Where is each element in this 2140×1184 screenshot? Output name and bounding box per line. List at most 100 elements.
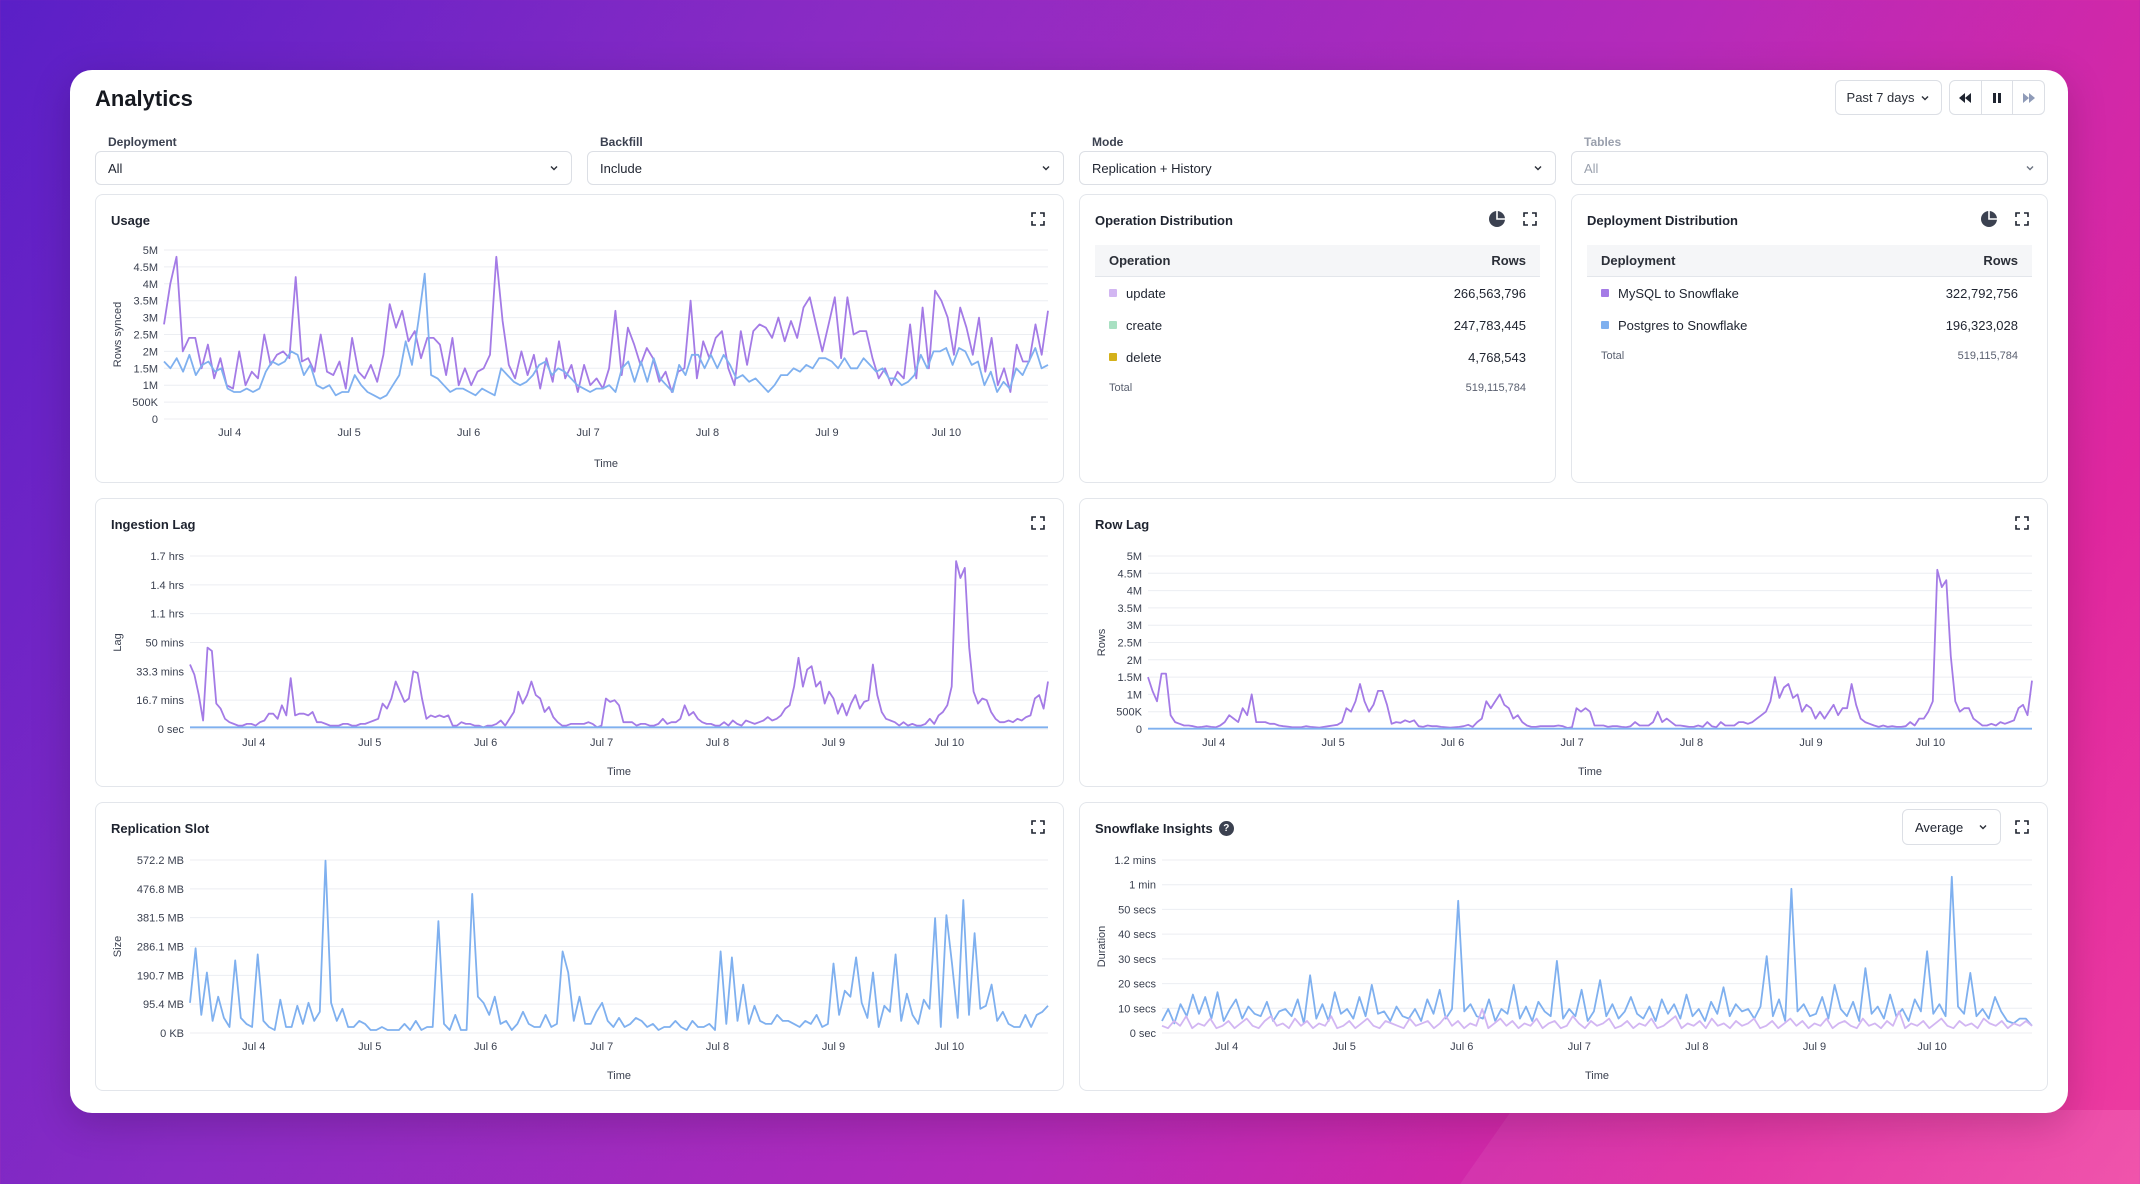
y-tick-label: 4M [1127,586,1142,598]
pause-icon [1993,92,2001,103]
usage-title: Usage [111,213,151,228]
ingestion-lag-panel: Ingestion Lag 0 sec 16.7 mins 33.3 mins 50 … [95,498,1064,787]
expand-operation-button[interactable] [1520,209,1540,229]
row-value: 4,768,543 [1468,349,1526,365]
y-tick-label: 4.5M [134,262,158,274]
x-tick-label: Jul 6 [474,737,497,749]
x-axis-title: Time [607,766,631,778]
deployment-select[interactable]: All [95,151,572,185]
y-tick-label: 500K [1116,707,1142,719]
mysql-swatch [1601,289,1609,297]
help-icon[interactable]: ? [1218,821,1234,836]
expand-deployment-button[interactable] [2012,209,2032,229]
chevron-down-icon [1921,95,1929,100]
y-tick-label: 1M [143,380,158,392]
tables-filter-label: Tables [1584,135,1622,149]
rows-column-header: Rows [1491,253,1526,268]
expand-icon [1031,212,1045,226]
y-tick-label: 190.7 MB [137,970,184,982]
table-row: MySQL to Snowflake 322,792,756 [1587,277,2032,309]
x-tick-label: Jul 7 [590,737,613,749]
x-tick-label: Jul 5 [1322,737,1345,749]
y-tick-label: 3M [1127,620,1142,632]
row-label: update [1126,285,1166,301]
y-tick-label: 40 secs [1118,929,1156,941]
row-lag-title: Row Lag [1095,517,1150,532]
fast-forward-button[interactable] [2013,81,2044,114]
expand-replication-slot-button[interactable] [1028,817,1048,837]
table-total-row: Total 519,115,784 [1587,341,2032,371]
mode-select[interactable]: Replication + History [1079,151,1556,185]
y-tick-label: 381.5 MB [137,913,184,925]
deployment-select-value: All [108,160,123,176]
row-lag-chart: 0 500K 1M 1.5M 2M 2.5M 3M 3.5M 4M 4.5M 5M Jul 4 Jul … [1096,551,2033,778]
y-axis-title: Duration [1096,926,1108,968]
deployment-table: Deployment Rows MySQL to Snowflake 322,7… [1587,245,2032,371]
deployment-pie-toggle[interactable] [1979,209,1999,229]
expand-row-lag-button[interactable] [2012,513,2032,533]
y-axis-title: Size [112,936,124,957]
chevron-down-icon [1979,825,1987,830]
row-lag-panel: Row Lag 0 500K 1M 1.5M 2M 2.5M 3M 3.5M 4M 4.5M 5M J… [1079,498,2048,787]
y-tick-label: 20 secs [1118,979,1156,991]
pause-button[interactable] [1982,81,2014,114]
y-tick-label: 1.5M [134,363,158,375]
x-tick-label: Jul 5 [358,737,381,749]
expand-icon [2015,212,2029,226]
y-tick-label: 4.5M [1118,568,1142,580]
x-axis-title: Time [594,458,618,470]
series-line-purple [1147,568,2033,729]
chevron-down-icon [1042,166,1050,171]
expand-icon [1031,516,1045,530]
x-tick-label: Jul 7 [1568,1041,1591,1053]
y-tick-label: 1 min [1129,880,1156,892]
y-tick-label: 500K [132,397,158,409]
y-tick-label: 30 secs [1118,954,1156,966]
expand-icon [2015,820,2029,834]
mode-select-value: Replication + History [1092,160,1212,176]
table-total-row: Total 519,115,784 [1095,373,1540,403]
time-range-select[interactable]: Past 7 days [1835,80,1942,115]
row-value: 266,563,796 [1453,285,1526,301]
x-tick-label: Jul 10 [935,1041,964,1053]
x-tick-label: Jul 6 [474,1041,497,1053]
y-tick-label: 2M [1127,655,1142,667]
y-tick-label: 95.4 MB [143,999,184,1011]
x-tick-label: Jul 7 [576,427,599,439]
background-shard [1427,1110,2140,1184]
snowflake-insights-panel: Snowflake Insights ? Average 0 sec 10 sec… [1079,802,2048,1091]
row-value: 196,323,028 [1945,317,2018,333]
backfill-select[interactable]: Include [587,151,1064,185]
x-tick-label: Jul 8 [1685,1041,1708,1053]
table-row: Postgres to Snowflake 196,323,028 [1587,309,2032,341]
row-label: MySQL to Snowflake [1618,285,1739,301]
total-value: 519,115,784 [1465,382,1526,394]
row-value: 247,783,445 [1453,317,1526,333]
x-tick-label: Jul 8 [706,737,729,749]
y-tick-label: 16.7 mins [136,695,184,707]
operation-distribution-title: Operation Distribution [1095,213,1233,228]
x-tick-label: Jul 7 [590,1041,613,1053]
x-tick-label: Jul 9 [822,1041,845,1053]
expand-icon [1031,820,1045,834]
backfill-filter-label: Backfill [600,135,643,149]
aggregate-select[interactable]: Average [1902,809,2001,845]
y-tick-label: 286.1 MB [137,942,184,954]
expand-snowflake-button[interactable] [2012,817,2032,837]
y-tick-label: 33.3 mins [136,666,184,678]
y-tick-label: 1.2 mins [1114,855,1156,867]
deployment-filter-label: Deployment [108,135,177,149]
x-tick-label: Jul 6 [1441,737,1464,749]
operation-pie-toggle[interactable] [1487,209,1507,229]
expand-ingestion-lag-button[interactable] [1028,513,1048,533]
row-value: 322,792,756 [1945,285,2018,301]
replication-slot-title: Replication Slot [111,821,210,836]
table-row: create 247,783,445 [1095,309,1540,341]
series-line-blue [1161,875,2033,1027]
rows-column-header: Rows [1983,253,2018,268]
fast-forward-icon [2022,92,2035,103]
expand-usage-button[interactable] [1028,209,1048,229]
rewind-button[interactable] [1950,81,1982,114]
x-tick-label: Jul 5 [338,427,361,439]
tables-select[interactable]: All [1571,151,2048,185]
